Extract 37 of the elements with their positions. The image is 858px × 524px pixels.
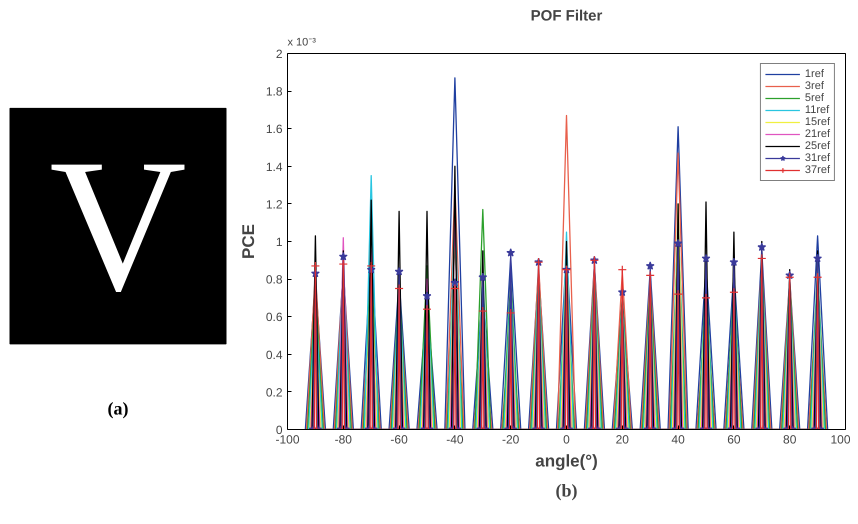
y-tick-label: 2 <box>276 47 283 61</box>
y-tick-label: 1.2 <box>266 197 283 212</box>
legend-label: 37ref <box>804 164 830 176</box>
y-tick-label: 1.4 <box>266 160 283 174</box>
chart-title: POF Filter <box>530 8 602 24</box>
legend-label: 11ref <box>804 104 830 116</box>
x-tick-label: 100 <box>830 432 851 446</box>
x-tick-label: -40 <box>446 432 464 446</box>
y-tick-label: 1 <box>276 235 283 249</box>
x-tick-label: 40 <box>671 432 686 446</box>
legend-label: 3ref <box>804 80 825 92</box>
x-tick-label: 0 <box>563 432 570 446</box>
x-axis-title: angle(°) <box>535 452 598 470</box>
legend-label: 15ref <box>804 116 830 128</box>
y-tick-label: 0.2 <box>266 385 283 400</box>
x-tick-label: -60 <box>390 432 408 446</box>
legend-label: 31ref <box>804 152 830 164</box>
x-tick-label: 60 <box>727 432 741 446</box>
x-tick-label: 80 <box>783 432 797 446</box>
y-tick-label: 1.6 <box>266 122 283 136</box>
legend-label: 25ref <box>804 140 830 152</box>
x-tick-label: 20 <box>616 432 630 446</box>
x-tick-label: -20 <box>502 432 520 446</box>
text: x 10⁻³ <box>288 36 316 48</box>
y-tick-label: 0.4 <box>266 348 283 362</box>
y-tick-label: 1.8 <box>266 84 283 99</box>
x-tick-label: -100 <box>275 432 300 446</box>
legend-label: 21ref <box>804 128 830 140</box>
y-tick-label: 0.8 <box>266 272 283 287</box>
y-axis-title: PCE <box>238 224 258 259</box>
text: (a) <box>108 398 129 418</box>
legend-label: 5ref <box>804 92 825 104</box>
legend-label: 1ref <box>804 68 825 80</box>
x-tick-label: -80 <box>334 432 352 446</box>
text: (b) <box>556 480 578 500</box>
text: V <box>49 121 187 332</box>
y-tick-label: 0.6 <box>266 310 283 324</box>
